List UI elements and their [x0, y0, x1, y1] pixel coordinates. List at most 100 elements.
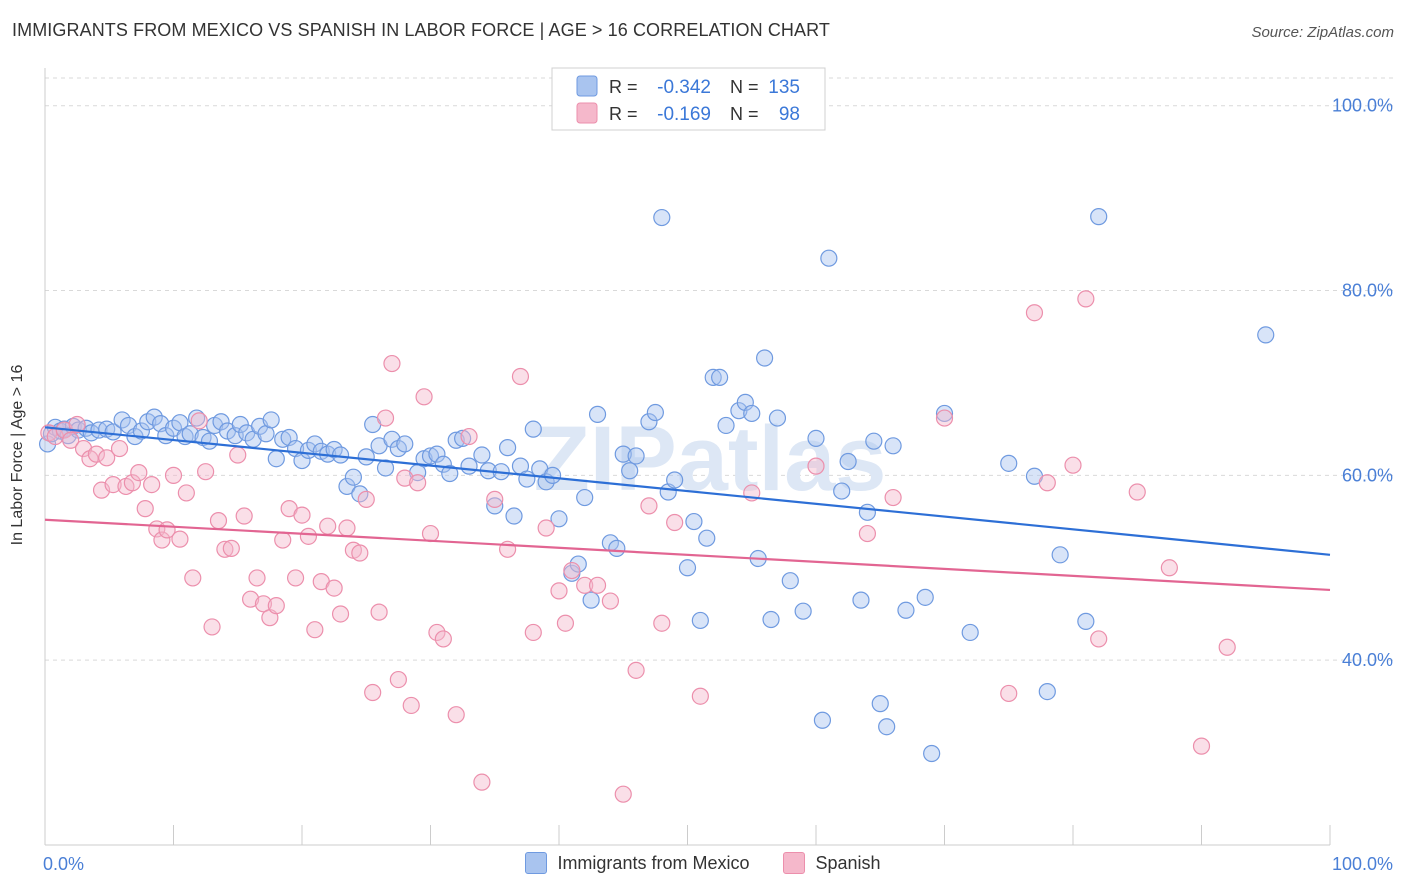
legend-n-value: 135 [768, 77, 800, 98]
data-point [576, 576, 594, 594]
data-point [621, 462, 639, 480]
data-point [212, 413, 230, 431]
data-point [852, 591, 870, 609]
data-point [364, 683, 382, 702]
data-point [389, 670, 407, 689]
data-point [235, 507, 253, 525]
data-point [935, 409, 954, 427]
data-point [267, 597, 285, 615]
y-tick-label: 40.0% [1342, 650, 1393, 670]
data-point [286, 569, 305, 587]
data-point [576, 488, 594, 507]
data-point [820, 249, 838, 267]
data-point [473, 446, 491, 464]
data-point [1160, 559, 1178, 577]
data-point [428, 445, 446, 463]
data-point [164, 466, 183, 484]
data-point [153, 531, 171, 549]
data-point [262, 411, 280, 429]
legend-swatch [576, 75, 598, 97]
data-point [104, 476, 122, 494]
legend-r-value: -0.342 [657, 77, 711, 98]
data-point [357, 448, 375, 466]
data-point [441, 464, 459, 483]
legend-n-value: 98 [779, 104, 800, 125]
data-point [1051, 546, 1069, 564]
data-point [293, 506, 311, 524]
data-point [1077, 290, 1095, 308]
data-point [1257, 326, 1275, 344]
data-point [524, 623, 542, 642]
data-point [858, 503, 877, 521]
data-point [222, 539, 240, 557]
data-point [62, 431, 80, 449]
x-tick-labels: 0.0% 100.0% [43, 854, 1393, 874]
data-point [1192, 737, 1211, 755]
data-point [130, 463, 148, 482]
data-point [1038, 682, 1056, 701]
data-point [190, 412, 208, 430]
data-point [188, 409, 206, 427]
data-point [1038, 474, 1056, 492]
legend-r-value: -0.169 [657, 104, 711, 125]
legend-box: R = -0.342 N = 135 R = -0.169 N = 98 [551, 67, 826, 131]
y-tick-label: 60.0% [1342, 465, 1393, 485]
series-immigrants-from-mexico [38, 208, 1275, 763]
data-point [1128, 483, 1146, 501]
data-point [454, 429, 472, 447]
data-point [434, 630, 452, 648]
data-point [582, 591, 600, 609]
data-point [87, 445, 106, 463]
data-point [383, 354, 401, 373]
data-point [666, 471, 684, 489]
data-point [396, 469, 414, 487]
data-point [678, 559, 697, 577]
data-point [1000, 454, 1018, 472]
data-point [486, 490, 504, 508]
data-point [608, 539, 626, 557]
data-point [376, 409, 395, 427]
data-point [254, 595, 273, 613]
data-point [177, 484, 195, 502]
data-point [1064, 456, 1082, 474]
data-point [762, 610, 780, 629]
data-point [537, 519, 555, 537]
data-point [653, 208, 671, 227]
data-point [421, 447, 440, 465]
legend-swatch-pink [783, 852, 806, 874]
data-point [274, 531, 292, 549]
data-point [961, 623, 979, 642]
data-point [110, 439, 129, 458]
data-point [274, 430, 292, 448]
data-point [556, 614, 575, 632]
data-point [1090, 630, 1108, 648]
data-point [511, 367, 530, 386]
data-point [781, 572, 799, 590]
trend-lines [44, 426, 1331, 592]
data-point [588, 405, 607, 423]
data-point [331, 605, 350, 623]
data-point [685, 512, 703, 531]
data-point [704, 368, 722, 387]
data-point [325, 579, 343, 597]
data-point [1000, 684, 1018, 703]
data-point [807, 429, 825, 447]
data-point [123, 474, 141, 492]
data-point [1025, 304, 1044, 322]
y-tick-label: 80.0% [1342, 281, 1393, 301]
legend-label-immigrants-from-mexico: Immigrants from Mexico [557, 852, 750, 873]
data-point [460, 427, 478, 446]
data-point [588, 576, 607, 594]
chart-title: IMMIGRANTS FROM MEXICO VS SPANISH IN LAB… [12, 20, 831, 40]
data-point [691, 687, 709, 705]
legend-n-label: N = [730, 77, 759, 97]
data-point [306, 621, 324, 639]
data-point [184, 569, 202, 587]
source-label: Source: ZipAtlas.com [1251, 24, 1394, 41]
legend-n-label: N = [730, 104, 759, 124]
data-point [338, 519, 356, 537]
bottom-legend: Immigrants from Mexico Spanish [0, 852, 1406, 874]
trend-line-immigrants-from-mexico [44, 426, 1331, 556]
data-point [421, 524, 440, 543]
legend-label-spanish: Spanish [815, 852, 881, 873]
